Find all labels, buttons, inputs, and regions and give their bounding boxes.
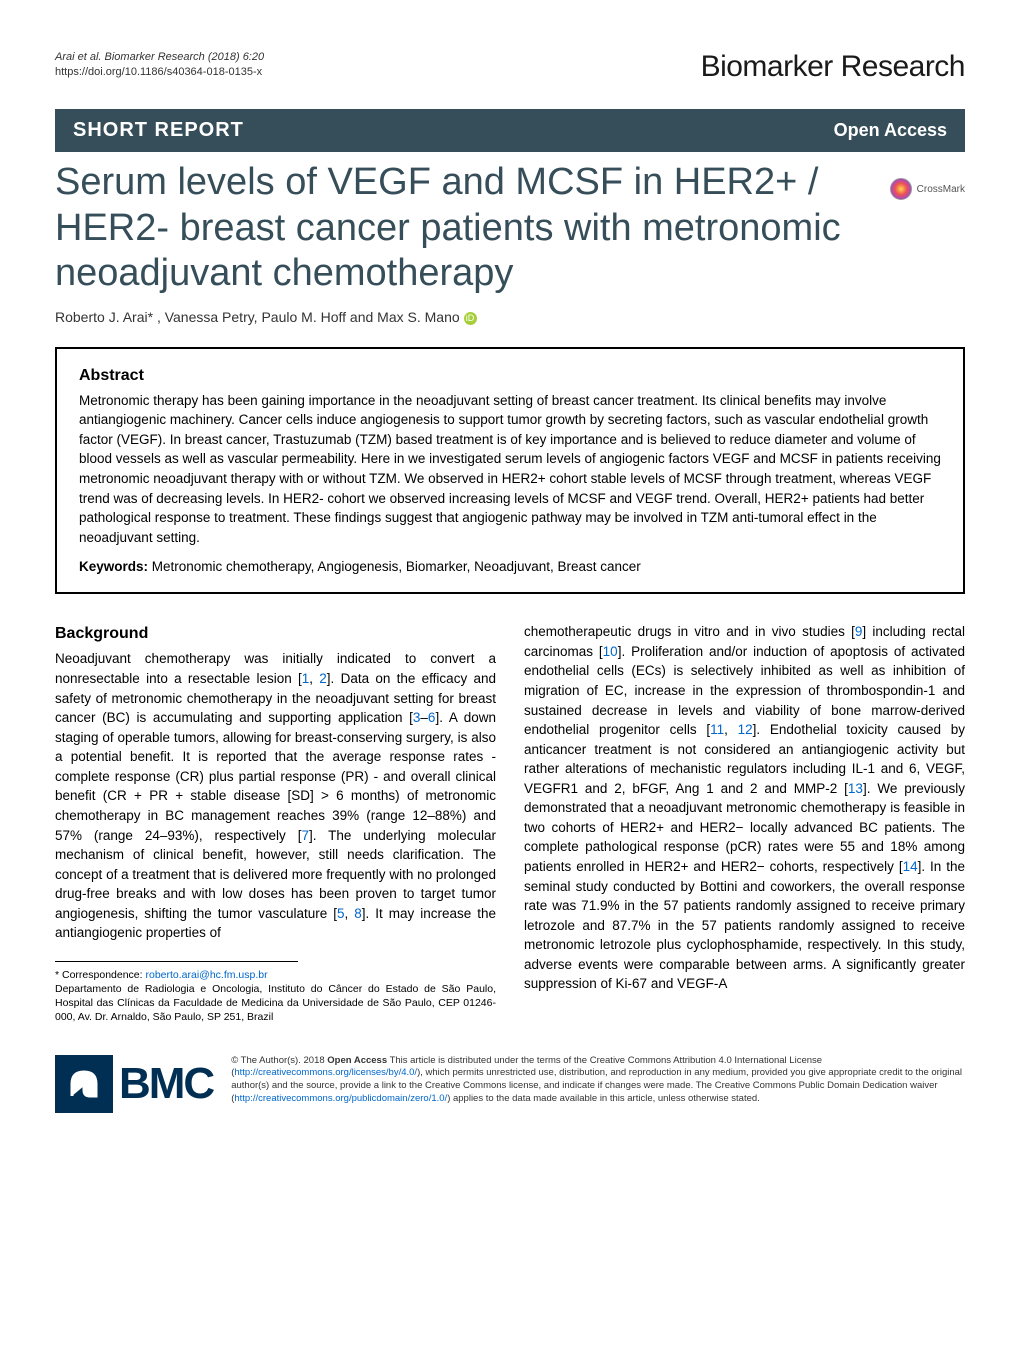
crossmark-button[interactable]: CrossMark (890, 178, 965, 200)
ref-link[interactable]: 2 (319, 671, 327, 686)
license-text: © The Author(s). 2018 Open Access This a… (231, 1055, 965, 1106)
keywords: Keywords: Metronomic chemotherapy, Angio… (79, 559, 941, 574)
column-left: Background Neoadjuvant chemotherapy was … (55, 622, 496, 1024)
body-columns: Background Neoadjuvant chemotherapy was … (55, 622, 965, 1024)
abstract-box: Abstract Metronomic therapy has been gai… (55, 347, 965, 595)
background-para-2: chemotherapeutic drugs in vitro and in v… (524, 622, 965, 994)
ref-link[interactable]: 8 (354, 906, 362, 921)
background-heading: Background (55, 622, 496, 645)
license-link[interactable]: http://creativecommons.org/licenses/by/4… (234, 1067, 417, 1078)
bmc-icon (55, 1055, 113, 1113)
abstract-heading: Abstract (79, 367, 941, 385)
bmc-text: BMC (119, 1059, 213, 1109)
ref-link[interactable]: 7 (301, 828, 309, 843)
bmc-logo: BMC (55, 1055, 213, 1113)
correspondence-footnote: * Correspondence: roberto.arai@hc.fm.usp… (55, 968, 496, 1025)
crossmark-icon (890, 178, 912, 200)
affiliation: Departamento de Radiologia e Oncologia, … (55, 983, 496, 1023)
footer: BMC © The Author(s). 2018 Open Access Th… (55, 1055, 965, 1113)
ref-link[interactable]: 14 (903, 859, 918, 874)
article-type-banner: SHORT REPORT Open Access (55, 109, 965, 152)
abstract-body: Metronomic therapy has been gaining impo… (79, 391, 941, 548)
journal-name: Biomarker Research (701, 50, 965, 84)
crossmark-label: CrossMark (917, 184, 965, 195)
column-right: chemotherapeutic drugs in vitro and in v… (524, 622, 965, 1024)
ref-link[interactable]: 11 (710, 722, 724, 737)
ref-link[interactable]: 10 (603, 644, 618, 659)
citation: Arai et al. Biomarker Research (2018) 6:… (55, 50, 264, 65)
footnote-separator (55, 961, 298, 962)
doi: https://doi.org/10.1186/s40364-018-0135-… (55, 65, 264, 80)
ref-link[interactable]: 12 (738, 722, 753, 737)
running-head: Arai et al. Biomarker Research (2018) 6:… (55, 50, 965, 84)
correspondence-email[interactable]: roberto.arai@hc.fm.usp.br (145, 969, 267, 981)
author-list: Roberto J. Arai* , Vanessa Petry, Paulo … (55, 309, 965, 325)
article-type: SHORT REPORT (73, 119, 244, 142)
article-title: Serum levels of VEGF and MCSF in HER2+ /… (55, 160, 880, 297)
orcid-icon[interactable]: iD (464, 312, 477, 325)
ref-link[interactable]: 5 (337, 906, 345, 921)
waiver-link[interactable]: http://creativecommons.org/publicdomain/… (234, 1093, 447, 1104)
ref-link[interactable]: 13 (848, 781, 863, 796)
open-access-label: Open Access (834, 120, 947, 141)
keywords-label: Keywords: (79, 559, 148, 574)
background-para-1: Neoadjuvant chemotherapy was initially i… (55, 649, 496, 942)
